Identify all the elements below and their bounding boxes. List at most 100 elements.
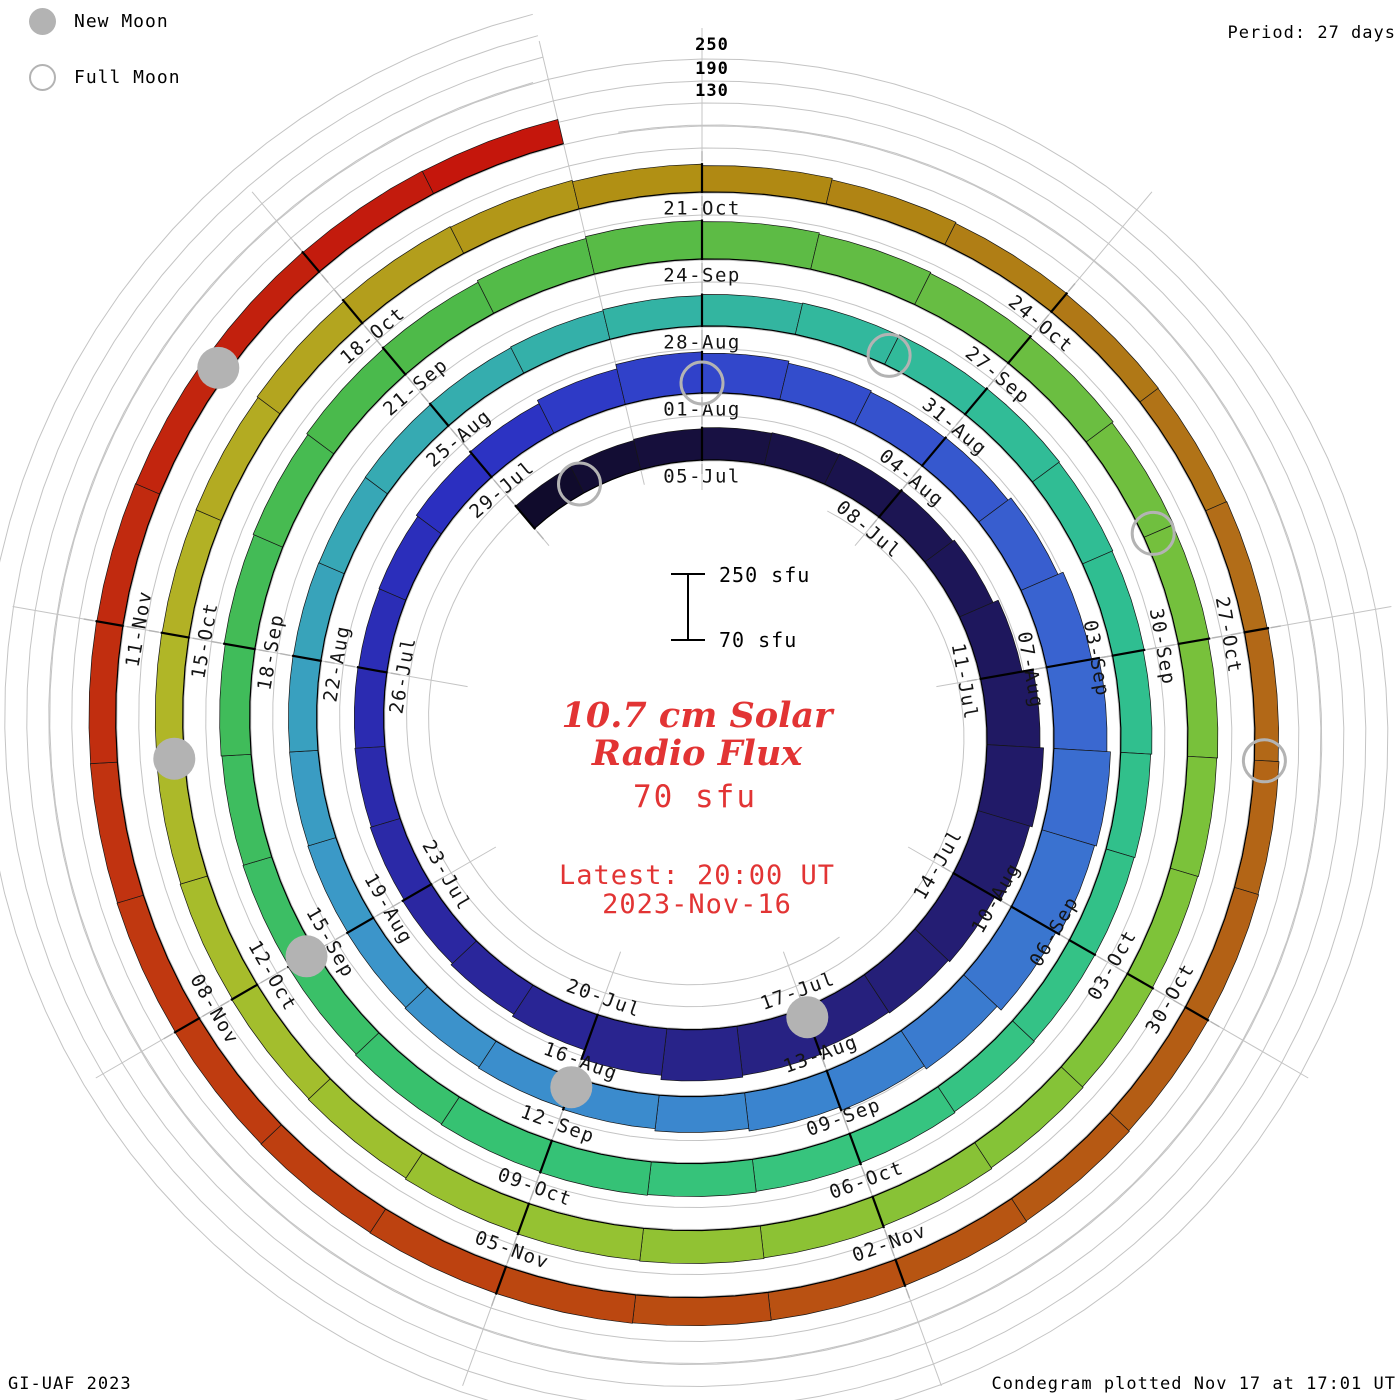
flux-bar — [537, 368, 626, 434]
tick-3day — [920, 436, 948, 468]
date-label: 01-Aug — [663, 399, 741, 421]
tick-3day — [1045, 656, 1101, 669]
minor-tick-outer — [902, 479, 911, 489]
tick-3day — [1126, 972, 1155, 990]
tick-3day — [516, 1202, 531, 1236]
minor-tick-outer — [421, 393, 429, 402]
radial-axis-label-190: 190 — [695, 59, 729, 79]
tick-3day — [1010, 905, 1061, 936]
tick-3day — [468, 450, 493, 479]
tick-3day — [428, 402, 450, 428]
credit-label: GI-UAF 2023 — [8, 1374, 132, 1394]
minor-tick-outer — [1068, 283, 1076, 292]
flux-bar — [647, 1158, 757, 1197]
period-label: Period: 27 days — [1227, 23, 1396, 43]
minor-tick-inner — [529, 1190, 535, 1201]
minor-tick-inner — [450, 428, 458, 437]
new-moon-label: New Moon — [74, 11, 169, 32]
chart-title-line1: 10.7 cm Solar — [561, 695, 833, 736]
minor-tick-outer — [334, 289, 342, 299]
radial-axis-label-130: 130 — [695, 81, 729, 101]
tick-3day — [1177, 637, 1211, 646]
minor-tick-outer — [344, 664, 356, 668]
gridline-baseline-extension — [48, 82, 1323, 1366]
plotted-timestamp: Condegram plotted Nov 17 at 17:01 UT — [991, 1374, 1396, 1394]
minor-tick-outer — [461, 441, 469, 450]
tick-3day — [848, 1132, 863, 1166]
flux-bar — [510, 310, 611, 374]
minor-tick-inner — [998, 365, 1007, 375]
flux-bar — [1185, 887, 1260, 1021]
date-label: 05-Jul — [663, 466, 741, 488]
minor-tick-inner — [536, 531, 545, 540]
current-flux-value: 70 sfu — [633, 779, 757, 815]
minor-tick-inner — [955, 416, 964, 426]
minor-tick-outer — [905, 1288, 911, 1299]
legend-full-moon: Full Moon — [29, 64, 181, 91]
minor-tick-inner — [1164, 644, 1175, 648]
tick-3day — [291, 654, 322, 663]
new-moon-marker — [550, 1066, 593, 1109]
minor-tick-outer — [391, 901, 401, 908]
minor-tick-outer — [276, 967, 286, 975]
latest-line1: Latest: 20:00 UT — [558, 860, 836, 891]
tick-3day — [825, 1069, 843, 1112]
full-moon-icon — [29, 64, 56, 91]
full-moon-marker — [557, 461, 602, 507]
minor-tick-outer — [1032, 325, 1040, 335]
flux-bar — [289, 750, 337, 847]
minor-tick-inner — [260, 977, 270, 984]
minor-tick-inner — [202, 1010, 212, 1017]
minor-tick-outer — [148, 629, 159, 633]
flux-bar — [701, 427, 773, 466]
minor-tick-inner — [844, 1120, 849, 1131]
flux-bar — [872, 1142, 993, 1227]
minor-tick-outer — [211, 640, 222, 644]
flux-bar — [346, 917, 428, 1008]
date-label: 28-Aug — [663, 332, 741, 354]
flux-bar — [1105, 752, 1152, 858]
flux-bar — [89, 761, 144, 904]
minor-tick-inner — [869, 519, 878, 529]
new-moon-marker — [285, 935, 328, 978]
full-moon-marker — [1130, 510, 1176, 556]
tick-3day — [1243, 626, 1270, 634]
flux-bar — [404, 1152, 530, 1234]
new-moon-marker — [786, 996, 829, 1039]
minor-tick-inner — [364, 325, 372, 335]
full-moon-marker — [866, 332, 912, 378]
minor-tick-inner — [1230, 632, 1241, 636]
minor-tick-inner — [1041, 314, 1050, 323]
minor-tick-inner — [1098, 655, 1109, 659]
minor-tick-outer — [1212, 635, 1223, 639]
flux-bar — [355, 1032, 460, 1125]
new-moon-icon — [29, 8, 56, 35]
minor-tick-inner — [192, 637, 203, 641]
scale-bar-bottom-label: 70 sfu — [719, 628, 798, 652]
tick-3day — [580, 1013, 599, 1061]
flux-bar — [495, 1266, 637, 1324]
flux-bar — [354, 666, 388, 749]
tick-3day — [979, 668, 1035, 681]
tick-3day — [877, 488, 903, 519]
latest-timestamp: Latest: 20:00 UT 2023-Nov-16 — [559, 861, 835, 919]
minor-tick-inner — [912, 468, 921, 477]
minor-tick-outer — [506, 495, 515, 505]
latest-line2: 2023-Nov-16 — [602, 889, 792, 920]
radial-axis-label-250: 250 — [695, 35, 729, 55]
tick-3day — [95, 620, 124, 628]
minor-tick-outer — [988, 378, 996, 387]
minor-tick-inner — [1115, 966, 1125, 973]
flux-bar — [810, 233, 932, 305]
minor-tick-inner — [940, 865, 951, 872]
minor-tick-inner — [321, 274, 329, 283]
date-label: 21-Oct — [663, 198, 741, 220]
minor-tick-outer — [947, 427, 955, 436]
tick-3day — [381, 346, 407, 376]
flux-bar — [654, 1092, 750, 1133]
flux-bar — [221, 753, 273, 866]
minor-tick-outer — [1270, 625, 1281, 629]
minor-tick-inner — [126, 625, 137, 629]
minor-tick-inner — [966, 678, 977, 682]
minor-tick-outer — [335, 933, 345, 941]
